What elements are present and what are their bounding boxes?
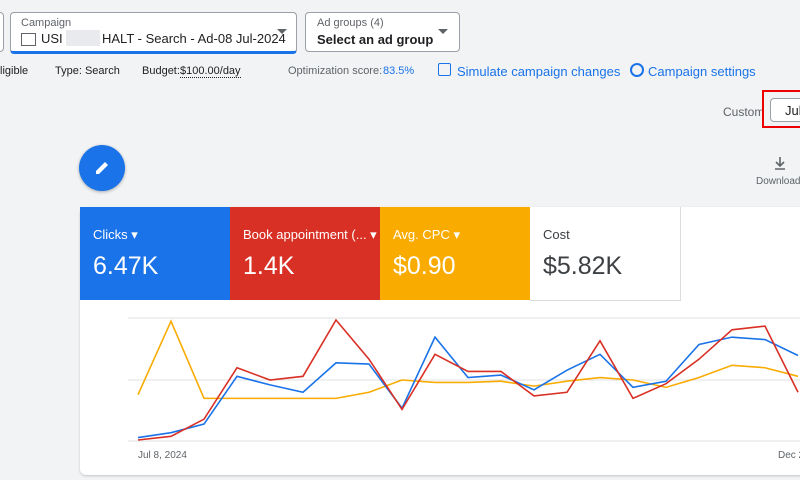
simulate-link[interactable]: Simulate campaign changes: [457, 64, 621, 79]
campaign-name: HALT - Search - Ad-08 Jul-2024: [102, 31, 286, 46]
line-series: [137, 335, 799, 439]
dropdown-arrow: [277, 29, 287, 39]
metric-name: Cost: [543, 227, 570, 242]
pencil-icon: [96, 162, 108, 174]
edit-button[interactable]: [79, 145, 125, 191]
optimization-label: Optimization score:: [288, 65, 383, 77]
metric-name: Book appointment (... ▾: [243, 227, 377, 242]
redaction: [66, 30, 100, 46]
campaign-label: Campaign: [21, 17, 72, 29]
date-button[interactable]: Jul: [770, 98, 800, 122]
metric-value: 1.4K: [243, 252, 295, 280]
metric-value: 6.47K: [93, 252, 159, 280]
download-icon: [775, 157, 785, 170]
metric-name: Clicks ▾: [93, 227, 138, 242]
campaign-select[interactable]: Campaign USI HALT - Search - Ad-08 Jul-2…: [10, 12, 297, 54]
highlight: Jul: [762, 90, 800, 128]
metric-card[interactable]: Cost $5.82K: [530, 207, 681, 301]
metric-name: Avg. CPC ▾: [393, 227, 460, 242]
optimization-score[interactable]: 83.5%: [383, 65, 415, 77]
metric-card[interactable]: Avg. CPC ▾ $0.90: [380, 207, 530, 300]
date-label: Custom: [723, 105, 765, 119]
date-button-text: Jul: [785, 103, 800, 118]
budget[interactable]: $100.00/day: [180, 65, 241, 78]
line-series: [137, 319, 799, 400]
metric-card[interactable]: Clicks ▾ 6.47K: [80, 207, 230, 300]
x-tick-label: Dec 2: [778, 450, 800, 461]
dropdown-arrow: [438, 29, 448, 39]
status: ligible: [0, 65, 29, 77]
metric-card[interactable]: Book appointment (... ▾ 1.4K: [230, 207, 380, 300]
metric-value: $0.90: [393, 252, 456, 280]
x-tick-label: Jul 8, 2024: [138, 450, 187, 461]
type: Type: Search: [55, 65, 120, 77]
simulate-icon: [438, 63, 451, 76]
download-label[interactable]: Download: [756, 176, 800, 187]
settings-icon: [630, 63, 644, 77]
ad-group-label: Ad groups (4): [317, 17, 384, 29]
ad-group-select[interactable]: Ad groups (4) Select an ad group: [305, 12, 460, 52]
line-series: [137, 318, 799, 441]
settings-link[interactable]: Campaign settings: [648, 64, 756, 79]
ad-group-value: Select an ad group: [317, 32, 434, 47]
metric-value: $5.82K: [543, 252, 623, 280]
search-icon: [21, 33, 36, 46]
budget-label: Budget:: [142, 65, 180, 77]
campaign-name: USI: [41, 31, 63, 46]
